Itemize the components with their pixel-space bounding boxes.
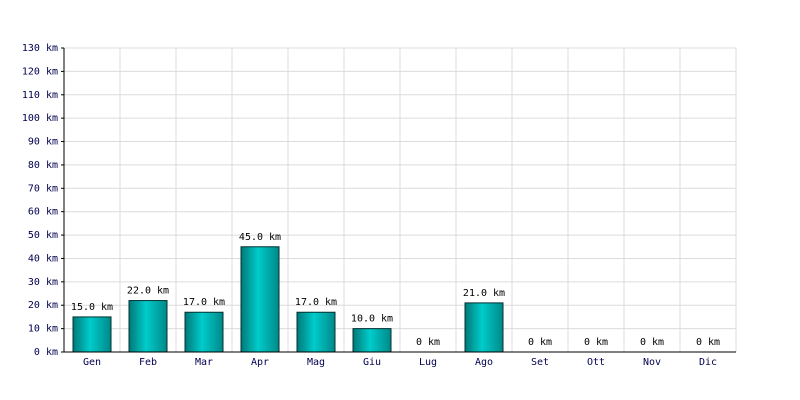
y-tick-label: 40 km xyxy=(28,253,58,264)
x-tick-label: Giu xyxy=(363,357,381,368)
y-tick-label: 110 km xyxy=(22,90,58,101)
value-label: 0 km xyxy=(584,337,608,348)
x-tick-label: Feb xyxy=(139,357,157,368)
y-tick-label: 20 km xyxy=(28,300,58,311)
y-tick-label: 130 km xyxy=(22,43,58,54)
y-tick-label: 60 km xyxy=(28,207,58,218)
value-label: 22.0 km xyxy=(127,286,169,297)
y-tick-label: 0 km xyxy=(34,347,58,358)
x-tick-label: Set xyxy=(531,357,549,368)
value-label: 0 km xyxy=(416,337,440,348)
x-tick-label: Mag xyxy=(307,357,325,368)
value-label: 21.0 km xyxy=(463,288,505,299)
value-label: 15.0 km xyxy=(71,302,113,313)
value-label: 0 km xyxy=(528,337,552,348)
x-tick-label: Nov xyxy=(643,357,661,368)
x-tick-label: Dic xyxy=(699,357,717,368)
marks: Gen 15.0 km Feb 22.0 km Mar 17.0 km Apr 45.0 km… xyxy=(64,232,736,368)
x-tick-label: Ott xyxy=(587,357,605,368)
bar xyxy=(128,300,168,353)
x-tick-label: Lug xyxy=(419,357,437,368)
value-label: 0 km xyxy=(696,337,720,348)
x-tick-label: Gen xyxy=(83,357,101,368)
value-label: 0 km xyxy=(640,337,664,348)
bar xyxy=(352,328,392,353)
bar xyxy=(184,311,224,353)
y-tick-label: 50 km xyxy=(28,230,58,241)
y-tick-label: 10 km xyxy=(28,324,58,335)
x-tick-label: Mar xyxy=(195,357,213,368)
y-tick-label: 30 km xyxy=(28,277,58,288)
bar xyxy=(296,311,336,353)
y-tick-label: 80 km xyxy=(28,160,58,171)
x-tick-label: Apr xyxy=(251,357,269,368)
y-tick-label: 70 km xyxy=(28,183,58,194)
bar xyxy=(240,246,280,353)
y-tick-label: 100 km xyxy=(22,113,58,124)
y-tick-label: 120 km xyxy=(22,66,58,77)
bar xyxy=(72,316,112,353)
y-tick-label: 90 km xyxy=(28,137,58,148)
bar xyxy=(464,302,504,353)
value-label: 17.0 km xyxy=(183,297,225,308)
x-tick-label: Ago xyxy=(475,357,493,368)
value-label: 10.0 km xyxy=(351,314,393,325)
value-label: 45.0 km xyxy=(239,232,281,243)
value-label: 17.0 km xyxy=(295,297,337,308)
